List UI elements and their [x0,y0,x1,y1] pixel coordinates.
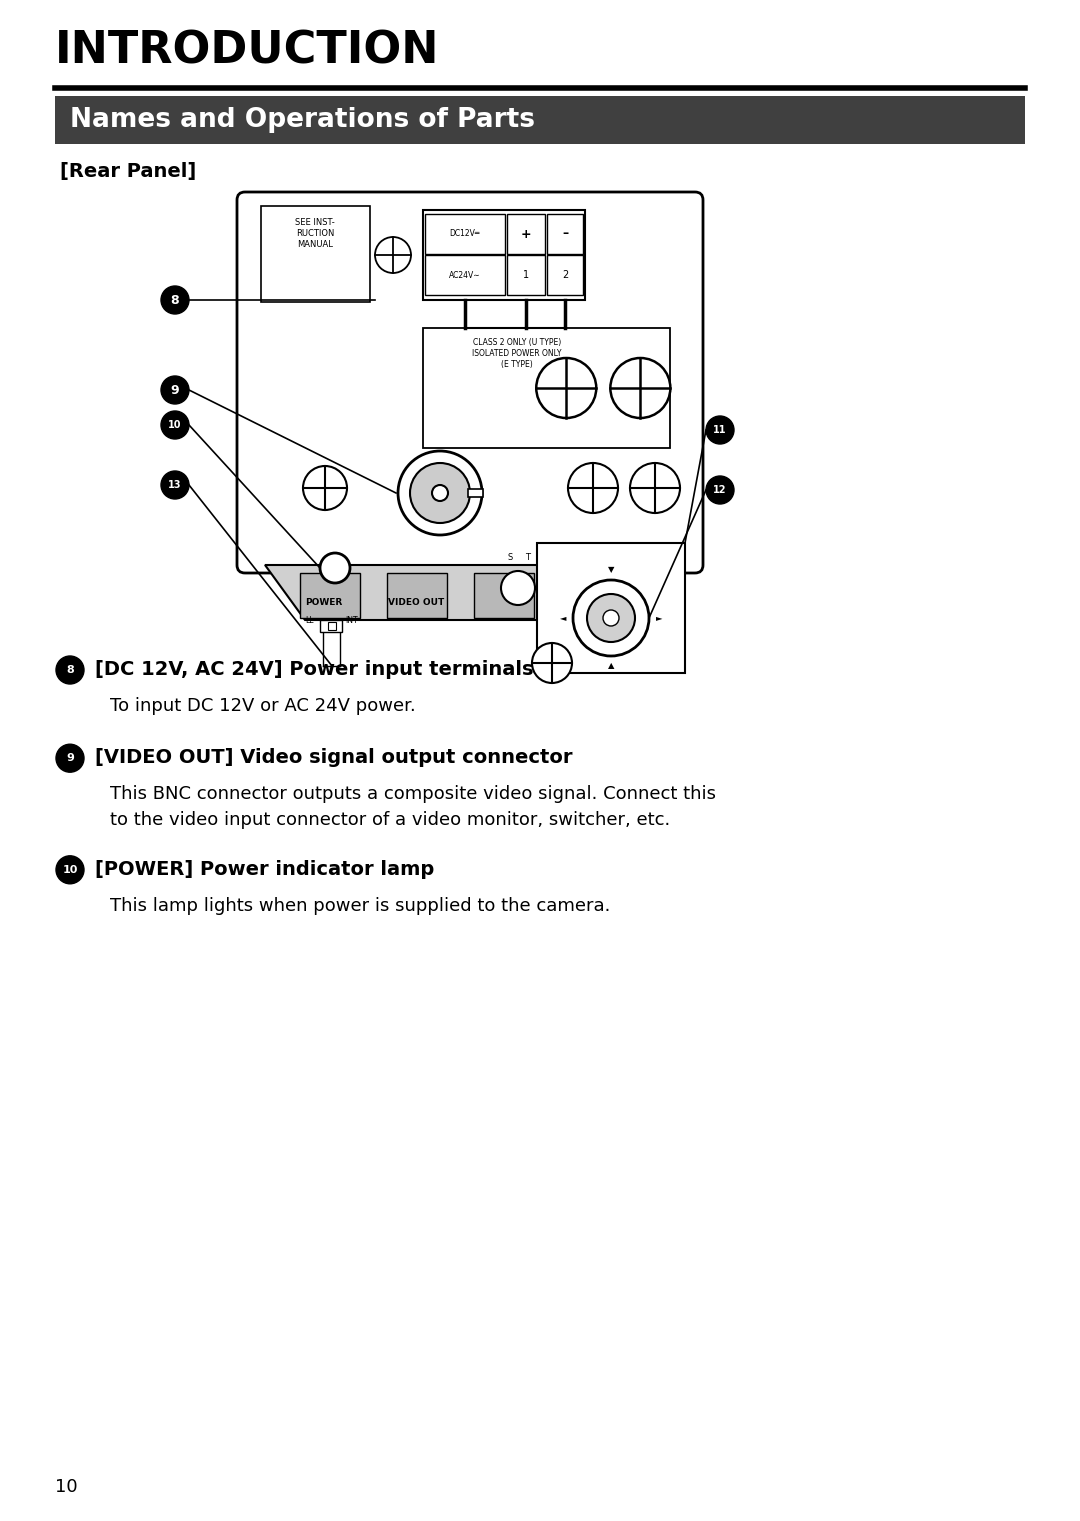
Circle shape [706,417,734,444]
Circle shape [630,462,680,513]
Text: 1: 1 [523,271,529,280]
Circle shape [161,472,189,499]
Circle shape [501,570,535,605]
Polygon shape [265,564,675,621]
Circle shape [706,476,734,503]
Text: SEE INST-
RUCTION
MANUAL: SEE INST- RUCTION MANUAL [295,218,335,249]
FancyBboxPatch shape [423,329,670,449]
Text: CLASS 2 ONLY (U TYPE)
ISOLATED POWER ONLY
(E TYPE): CLASS 2 ONLY (U TYPE) ISOLATED POWER ONL… [472,338,562,370]
Circle shape [161,376,189,405]
Circle shape [399,452,482,535]
FancyBboxPatch shape [320,621,342,633]
FancyBboxPatch shape [387,573,447,618]
Text: 2: 2 [562,271,568,280]
Text: T: T [526,554,530,561]
FancyBboxPatch shape [546,256,583,295]
Circle shape [573,580,649,656]
Circle shape [320,554,350,583]
FancyBboxPatch shape [300,573,360,618]
FancyBboxPatch shape [537,543,685,672]
FancyBboxPatch shape [261,205,370,303]
Circle shape [303,465,347,510]
Text: [VIDEO OUT] Video signal output connector: [VIDEO OUT] Video signal output connecto… [95,748,572,767]
Circle shape [410,462,470,523]
Text: 8: 8 [66,665,73,675]
Text: SELECTOR: SELECTOR [550,554,602,561]
Text: 10: 10 [55,1478,78,1497]
Text: [DC 12V, AC 24V] Power input terminals: [DC 12V, AC 24V] Power input terminals [95,660,534,678]
Text: ◄: ◄ [559,613,566,622]
Text: ▲: ▲ [608,662,615,671]
Text: [Rear Panel]: [Rear Panel] [60,163,197,181]
Text: 9: 9 [66,753,73,764]
Text: POWER: POWER [305,598,342,607]
Circle shape [161,411,189,440]
FancyBboxPatch shape [468,488,483,497]
FancyBboxPatch shape [423,210,585,300]
Text: This lamp lights when power is supplied to the camera.: This lamp lights when power is supplied … [110,896,610,914]
FancyBboxPatch shape [237,192,703,573]
Text: S: S [508,554,513,561]
Circle shape [537,357,596,418]
Text: INT: INT [345,616,357,625]
FancyBboxPatch shape [507,256,545,295]
Text: ▼: ▼ [608,566,615,575]
FancyBboxPatch shape [474,573,534,618]
Text: AC24V∼: AC24V∼ [449,271,481,280]
Text: DC12V═: DC12V═ [449,230,481,239]
FancyBboxPatch shape [426,256,505,295]
Text: VIDEO OUT: VIDEO OUT [388,598,444,607]
Text: –: – [562,228,568,240]
Text: [POWER] Power indicator lamp: [POWER] Power indicator lamp [95,859,434,879]
Text: To input DC 12V or AC 24V power.: To input DC 12V or AC 24V power. [110,697,416,715]
Circle shape [375,237,411,272]
FancyBboxPatch shape [546,214,583,254]
Text: Names and Operations of Parts: Names and Operations of Parts [70,106,535,132]
FancyBboxPatch shape [507,214,545,254]
Circle shape [56,744,84,773]
FancyBboxPatch shape [55,96,1025,144]
Text: INTRODUCTION: INTRODUCTION [55,30,440,73]
Text: LL: LL [305,616,313,625]
Circle shape [568,462,618,513]
Circle shape [161,286,189,313]
Text: This BNC connector outputs a composite video signal. Connect this
to the video i: This BNC connector outputs a composite v… [110,785,716,829]
FancyBboxPatch shape [328,622,336,630]
Circle shape [56,856,84,884]
FancyBboxPatch shape [561,573,621,618]
Circle shape [532,643,572,683]
Circle shape [603,610,619,627]
Circle shape [588,595,635,642]
Text: ►: ► [656,613,662,622]
Circle shape [56,656,84,684]
Text: 8: 8 [171,294,179,307]
FancyBboxPatch shape [426,214,505,254]
Text: 10: 10 [63,865,78,875]
Circle shape [610,357,671,418]
Text: 12: 12 [713,485,727,494]
Text: 9: 9 [171,383,179,397]
Text: 10: 10 [168,420,181,430]
Text: +: + [521,228,531,240]
Circle shape [432,485,448,500]
Text: 13: 13 [168,481,181,490]
Text: 11: 11 [713,424,727,435]
